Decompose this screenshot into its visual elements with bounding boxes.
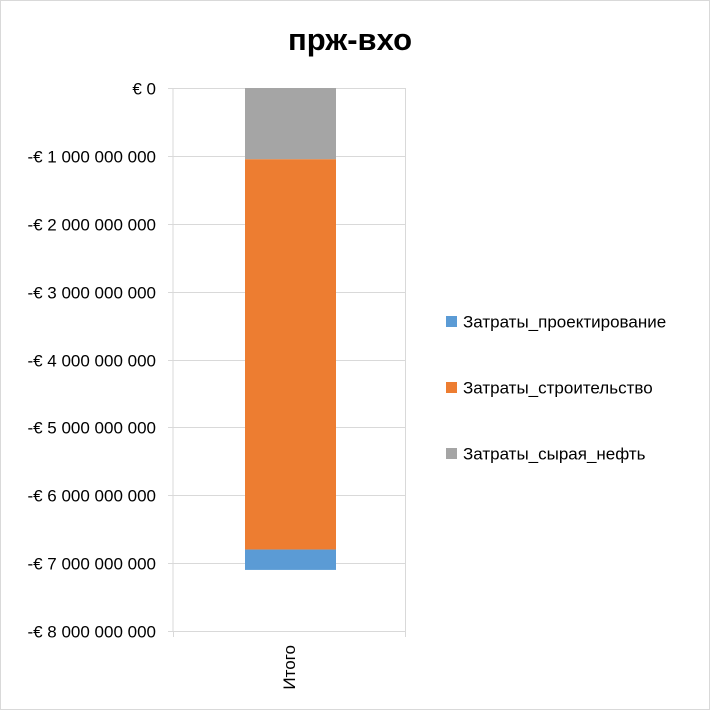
- legend-swatch-construction: [446, 382, 457, 394]
- legend: Затраты_проектирование Затраты_строитель…: [446, 312, 666, 510]
- legend-label-design: Затраты_проектирование: [463, 312, 667, 332]
- legend-label-crude-oil: Затраты_сырая_нефть: [463, 444, 646, 464]
- legend-item-crude-oil: Затраты_сырая_нефть: [446, 444, 666, 468]
- legend-item-design: Затраты_проектирование: [446, 312, 666, 336]
- legend-swatch-design: [446, 316, 457, 328]
- bar-segment-затраты_проектирование: [245, 549, 336, 570]
- bar-segment-затраты_сырая_нефть: [245, 88, 336, 160]
- y-tick-label: -€ 4 000 000 000: [27, 352, 156, 371]
- bars: [245, 88, 336, 570]
- y-tick-label: -€ 2 000 000 000: [27, 216, 156, 235]
- y-tick-label: -€ 1 000 000 000: [27, 148, 156, 167]
- y-tick-label: -€ 5 000 000 000: [27, 419, 156, 438]
- legend-label-construction: Затраты_строительство: [463, 378, 653, 398]
- x-category-labels: Итого: [280, 645, 299, 690]
- chart-title: прж-вхо: [287, 22, 412, 57]
- y-tick-label: -€ 7 000 000 000: [27, 555, 156, 574]
- legend-item-construction: Затраты_строительство: [446, 378, 666, 402]
- y-tick-label: -€ 3 000 000 000: [27, 284, 156, 303]
- y-tick-label: € 0: [132, 80, 156, 99]
- legend-swatch-crude-oil: [446, 448, 457, 460]
- y-tick-labels: € 0 -€ 1 000 000 000 -€ 2 000 000 000 -€ 3 …: [27, 80, 156, 642]
- bar-segment-затраты_строительство: [245, 159, 336, 550]
- y-tick-label: -€ 6 000 000 000: [27, 487, 156, 506]
- x-category-label: Итого: [280, 645, 299, 690]
- y-tick-label: -€ 8 000 000 000: [27, 623, 156, 642]
